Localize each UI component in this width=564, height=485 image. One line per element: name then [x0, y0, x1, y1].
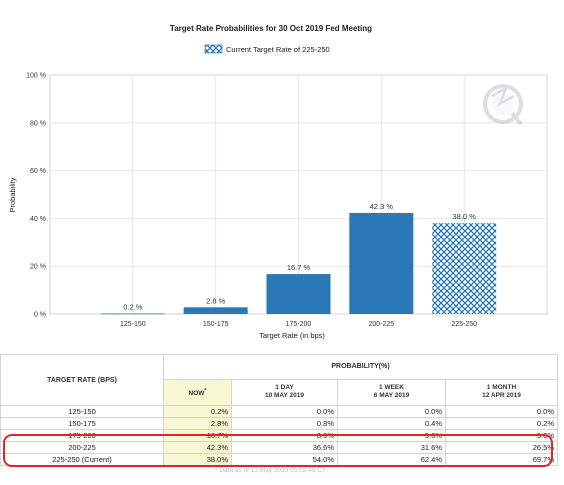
column-header: NOW*: [163, 378, 232, 407]
table-row: 125-150 0.2% 0.0% 0.0% 0.0%: [0, 405, 559, 418]
chart-title: Target Rate Probabilities for 30 Oct 201…: [170, 24, 372, 33]
probability-table: TARGET RATE (BPS) PROBABILITY(%) NOW* 1 D…: [0, 354, 559, 466]
bar-125-150: [100, 313, 165, 315]
probability-table-wrapper: TARGET RATE (BPS) PROBABILITY(%) NOW* 1 D…: [0, 354, 559, 466]
probability-cell: 0.2%: [444, 417, 559, 430]
probability-cell: 0.2%: [163, 405, 232, 418]
column-header-date: 10 MAY 2019: [264, 392, 305, 400]
y-axis-label: Probability: [8, 177, 17, 212]
bar-200-225: [349, 212, 414, 314]
column-header-footnote-mark: *: [204, 387, 207, 394]
probability-cell: 2.8%: [163, 417, 232, 430]
probability-cell: 0.4%: [337, 417, 446, 430]
target-rate-cell: 150-175: [0, 417, 164, 430]
column-header: 1 MONTH 12 APR 2019: [444, 378, 559, 407]
probability-cell: 0.8%: [231, 417, 338, 430]
y-tick-label: 60 %: [30, 168, 46, 175]
target-rate-cell: 125-150: [0, 405, 164, 418]
column-header-label: 1 DAY: [275, 384, 294, 392]
probability-cell: 0.0%: [337, 405, 446, 418]
column-header-date: 12 APR 2019: [482, 392, 521, 400]
y-tick-label: 80 %: [30, 120, 46, 127]
probability-header: PROBABILITY(%): [162, 354, 559, 380]
column-header: 1 WEEK 6 MAY 2019: [337, 378, 446, 407]
column-header-label: 1 WEEK: [379, 384, 404, 392]
bar-data-label: 42.3 %: [370, 202, 394, 211]
bar-175-200: [266, 274, 331, 314]
x-axis-label: Target Rate (in bps): [259, 331, 325, 340]
y-tick-label: 40 %: [30, 216, 46, 223]
legend-swatch: [204, 44, 223, 54]
bar-225-250: [432, 223, 497, 314]
column-header-label: NOW: [188, 390, 205, 398]
bar-150-175: [183, 307, 248, 314]
x-tick-label: 200-225: [368, 321, 394, 328]
table-row: 150-175 2.8% 0.8% 0.4% 0.2%: [0, 417, 559, 430]
column-header: 1 DAY 10 MAY 2019: [231, 378, 338, 407]
x-tick-label: 225-250: [451, 321, 477, 328]
bar-data-label: 38.0 %: [452, 212, 476, 221]
bar-data-label: 0.2 %: [123, 303, 143, 312]
y-tick-label: 100 %: [26, 73, 46, 80]
watermark-logo: [483, 84, 523, 126]
column-header-date: 6 MAY 2019: [373, 392, 410, 400]
y-tick-label: 0 %: [34, 312, 46, 319]
highlight-box: [3, 434, 553, 467]
bar-data-label: 2.8 %: [206, 296, 226, 305]
column-header-label: 1 MONTH: [486, 384, 517, 392]
x-tick-label: 175-200: [286, 321, 312, 328]
probability-cell: 0.0%: [231, 405, 338, 418]
legend-label: Current Target Rate of 225-250: [226, 45, 330, 54]
x-tick-label: 150-175: [203, 321, 229, 328]
target-rate-header: TARGET RATE (BPS): [0, 354, 164, 406]
y-tick-label: 20 %: [30, 264, 46, 271]
footnote: * Data as of 13 May 2019 05:02:45 CT: [215, 467, 326, 474]
chart: Target Rate Probabilities for 30 Oct 201…: [8, 24, 548, 340]
probability-cell: 0.0%: [444, 405, 559, 418]
x-tick-label: 125-150: [120, 321, 146, 328]
bar-data-label: 16.7 %: [287, 263, 311, 272]
